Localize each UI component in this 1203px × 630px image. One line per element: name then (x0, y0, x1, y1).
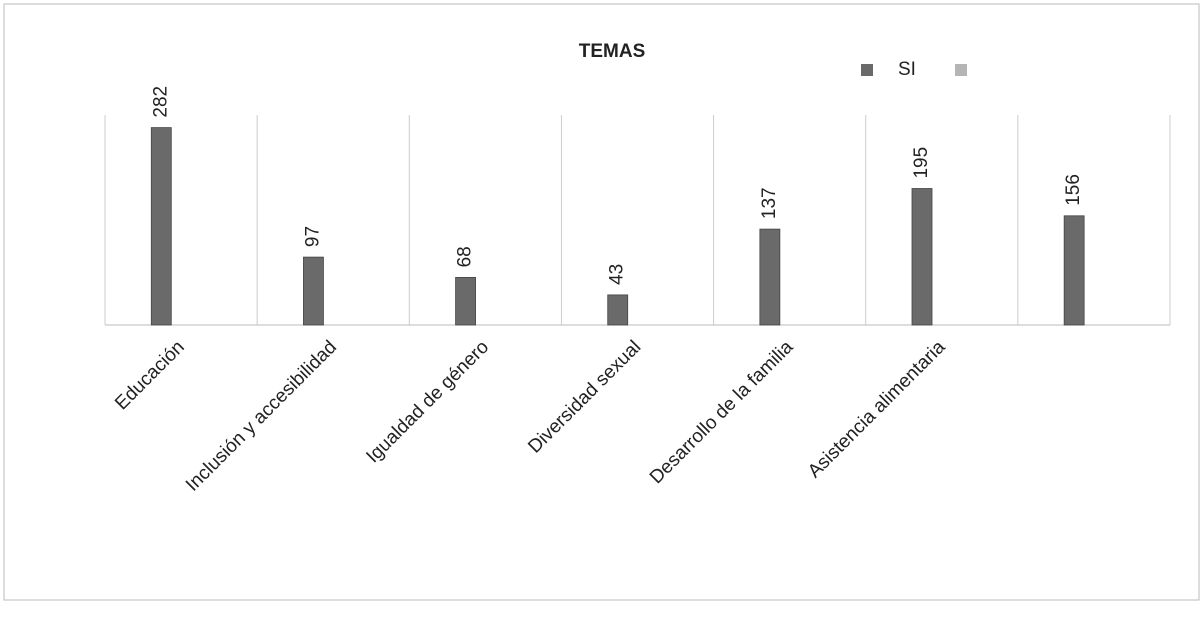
value-label: 97 (302, 226, 323, 247)
value-label: 282 (150, 86, 171, 118)
bar (150, 127, 172, 326)
bar (759, 228, 781, 326)
chart-frame (3, 3, 1200, 601)
value-label: 68 (455, 246, 476, 267)
chart-title: TEMAS (579, 41, 646, 62)
legend-label: SI (898, 59, 916, 80)
value-label: 195 (911, 147, 932, 179)
bar (303, 256, 324, 326)
bar (607, 294, 629, 326)
value-label: 156 (1063, 174, 1084, 206)
bar (455, 276, 476, 326)
bar (911, 188, 933, 326)
legend-swatch (955, 64, 967, 76)
value-label: 43 (607, 264, 628, 285)
value-label: 137 (759, 187, 780, 219)
legend-swatch (861, 64, 873, 76)
bar (1063, 215, 1085, 326)
